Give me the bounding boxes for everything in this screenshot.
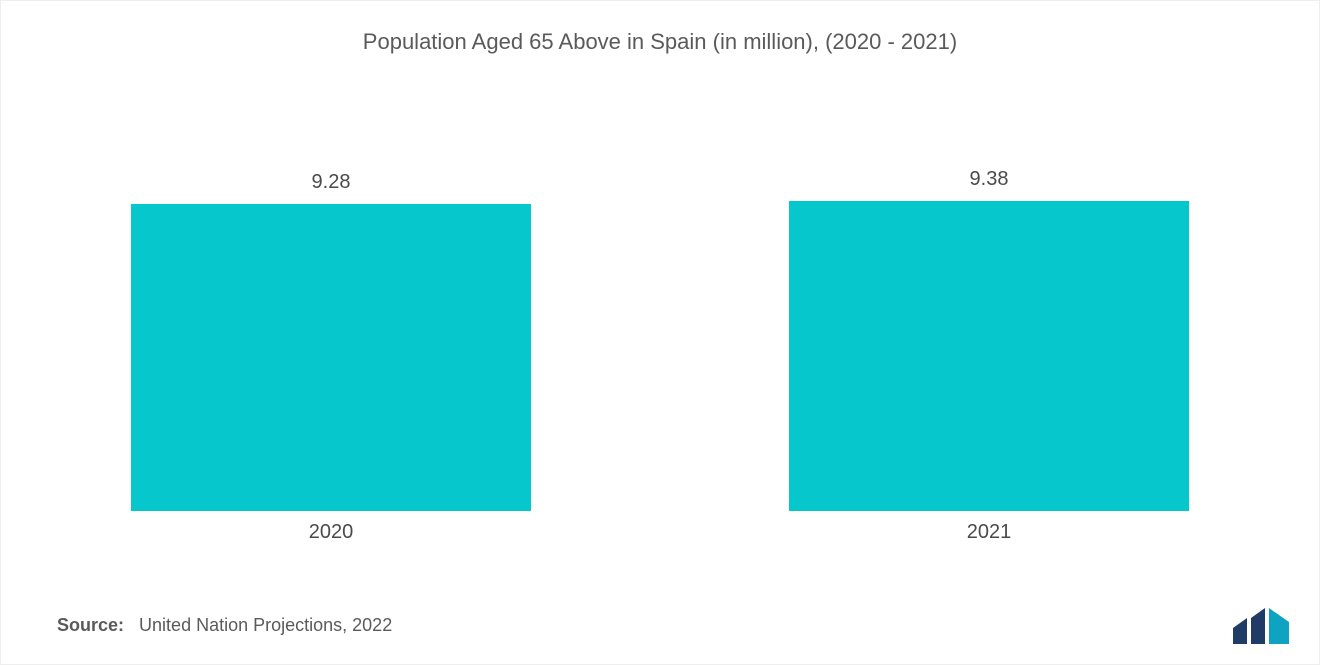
bar-1: [789, 201, 1189, 511]
mordor-logo-icon: [1231, 604, 1291, 644]
source-text: United Nation Projections, 2022: [139, 615, 392, 635]
x-axis-labels: 2020 2021: [131, 521, 1189, 544]
chart-title: Population Aged 65 Above in Spain (in mi…: [1, 1, 1319, 55]
bar-0: [131, 204, 531, 511]
bar-value-0: 9.28: [312, 171, 351, 194]
x-label-0: 2020: [131, 521, 531, 544]
bar-group-1: 9.38: [789, 168, 1189, 511]
bar-group-0: 9.28: [131, 171, 531, 511]
chart-container: Population Aged 65 Above in Spain (in mi…: [0, 0, 1320, 665]
source-label: Source:: [57, 615, 124, 635]
x-label-1: 2021: [789, 521, 1189, 544]
bar-value-1: 9.38: [970, 168, 1009, 191]
chart-plot-area: 9.28 9.38: [131, 191, 1189, 511]
source-line: Source: United Nation Projections, 2022: [57, 615, 392, 636]
